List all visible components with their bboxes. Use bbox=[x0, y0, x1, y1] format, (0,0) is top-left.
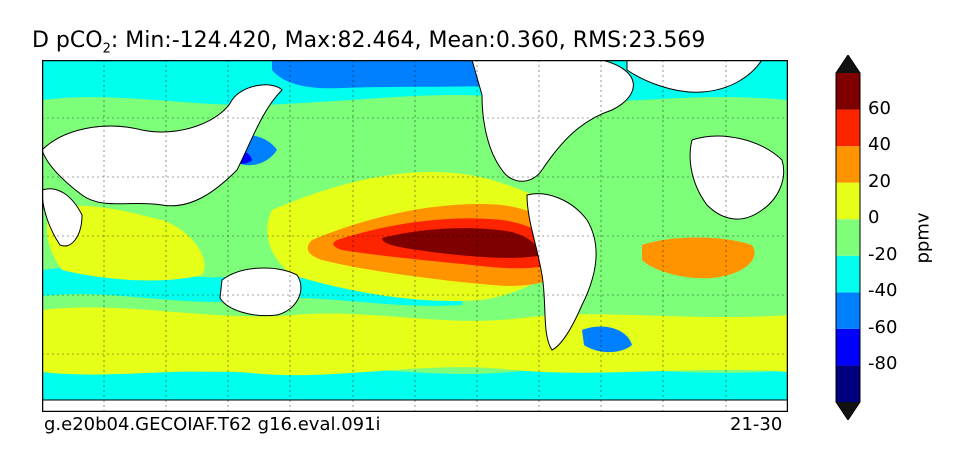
pco2-map bbox=[42, 60, 788, 412]
colorbar-band bbox=[836, 109, 860, 147]
colorbar-band bbox=[836, 292, 860, 329]
colorbar-tick-label: -80 bbox=[868, 353, 898, 375]
colorbar-band bbox=[836, 365, 860, 402]
title-stats: : Min:-124.420, Max:82.464, Mean:0.360, … bbox=[110, 28, 706, 53]
colorbar-band bbox=[836, 328, 860, 366]
colorbar-band bbox=[836, 255, 860, 293]
title-subscript: 2 bbox=[102, 41, 111, 57]
footer-left-label: g.e20b04.GECOIAF.T62 g16.eval.091i bbox=[44, 414, 381, 435]
colorbar-band bbox=[836, 73, 860, 110]
colorbar-band bbox=[836, 182, 860, 220]
colorbar-label: ppmv bbox=[912, 212, 934, 264]
field-neg40-south bbox=[582, 326, 632, 353]
field-pos20-atlantic bbox=[642, 237, 755, 279]
colorbar-tick-label: 20 bbox=[868, 170, 891, 192]
map-frame bbox=[42, 60, 788, 412]
field-pos60 bbox=[382, 228, 539, 258]
land bbox=[42, 60, 788, 412]
field-pos0-indian bbox=[46, 205, 205, 281]
title-prefix: D pCO bbox=[32, 28, 103, 53]
colorbar-tick-label: -60 bbox=[868, 316, 898, 338]
colorbar-extend-min bbox=[836, 402, 860, 420]
colorbar-tick-label: -20 bbox=[868, 243, 898, 265]
footer-right-label: 21-30 bbox=[730, 414, 783, 435]
gridlines bbox=[42, 60, 788, 412]
colorbar-band bbox=[836, 146, 860, 183]
colorbar-tick-label: 0 bbox=[868, 207, 880, 229]
colorbar-tick-label: 40 bbox=[868, 134, 891, 156]
colorbar-extend-max bbox=[836, 55, 860, 73]
colorbar bbox=[835, 55, 861, 420]
colorbar-tick-label: 60 bbox=[868, 97, 891, 119]
chart-title: D pCO2: Min:-124.420, Max:82.464, Mean:0… bbox=[32, 28, 705, 56]
colorbar-outline bbox=[835, 55, 861, 420]
colorbar-tick-label: -40 bbox=[868, 280, 898, 302]
colorbar-band bbox=[836, 219, 860, 256]
